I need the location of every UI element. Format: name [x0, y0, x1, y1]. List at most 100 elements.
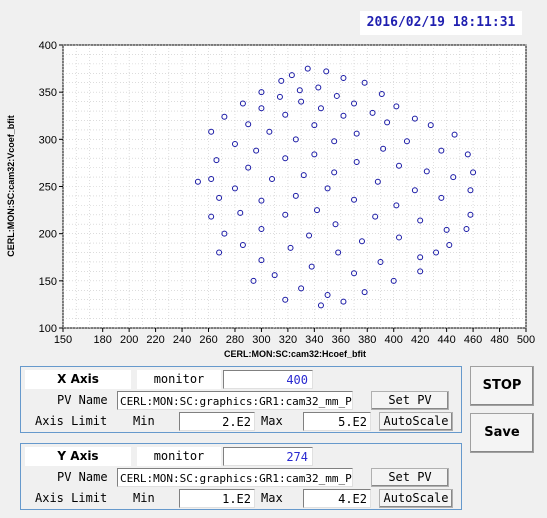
data-point: [331, 169, 338, 176]
x-tick-label: 260: [199, 334, 217, 346]
data-point: [333, 92, 340, 99]
x-tick-label: 440: [437, 334, 455, 346]
x-axis-limit-label: Axis Limit: [35, 414, 108, 428]
x-axis-ticks: 150 180 200 220 240 260 280 300 320 340 360 380 400 4…: [54, 328, 535, 346]
y-tick-label: 300: [39, 134, 57, 146]
data-point: [351, 100, 358, 107]
data-point: [324, 185, 331, 192]
x-tick-label: 360: [332, 334, 350, 346]
y-pv-name-input[interactable]: CERL:MON:SC:graphics:GR1:cam32_mm_PVPP: [117, 468, 353, 487]
data-point: [450, 174, 457, 181]
x-set-pv-button[interactable]: Set PV: [371, 391, 449, 410]
x-mode-label: monitor: [137, 370, 221, 389]
data-point: [311, 151, 318, 158]
data-point: [378, 91, 385, 98]
data-point: [423, 168, 430, 175]
data-point: [308, 263, 315, 270]
y-tick-label: 350: [39, 87, 57, 99]
data-point: [369, 109, 376, 116]
x-max-label: Max: [261, 414, 283, 428]
scatter-plot: 150 180 200 220 240 260 280 300 320 340 360 380 400 4…: [6, 40, 535, 359]
x-tick-label: 380: [358, 334, 376, 346]
data-point: [282, 111, 289, 118]
data-point: [245, 121, 252, 128]
x-autoscale-button[interactable]: AutoScale: [379, 412, 453, 431]
data-point: [282, 296, 289, 303]
x-tick-label: 420: [411, 334, 429, 346]
data-point: [258, 225, 265, 232]
data-point: [438, 194, 445, 201]
x-pv-name-input[interactable]: CERL:MON:SC:graphics:GR1:cam32_mm_PHPP: [117, 391, 353, 410]
data-point: [315, 84, 322, 91]
data-point: [332, 221, 339, 228]
data-points: [194, 65, 477, 309]
data-point: [417, 254, 424, 261]
data-point: [340, 75, 347, 82]
y-value-readout: 274: [223, 447, 313, 466]
data-point: [417, 268, 424, 275]
y-tick-label: 150: [39, 276, 57, 288]
data-point: [208, 175, 215, 182]
y-axis-label: CERL:MON:SC:cam32:Vcoef_bfit: [6, 115, 16, 257]
data-point: [216, 194, 223, 201]
data-point: [288, 72, 295, 79]
data-point: [245, 164, 252, 171]
x-tick-label: 340: [305, 334, 323, 346]
data-point: [208, 128, 215, 135]
y-set-pv-button[interactable]: Set PV: [371, 468, 449, 487]
data-point: [306, 232, 313, 239]
data-point: [396, 234, 403, 241]
data-point: [323, 68, 330, 75]
data-point: [221, 113, 228, 120]
y-axis-ticks: 100 150 200 250 300 350 400: [39, 40, 63, 335]
x-tick-label: 200: [120, 334, 138, 346]
x-tick-label: 320: [279, 334, 297, 346]
data-point: [276, 93, 283, 100]
data-point: [216, 249, 223, 256]
data-point: [258, 105, 265, 112]
data-point: [396, 162, 403, 169]
save-button[interactable]: Save: [470, 413, 534, 453]
data-point: [296, 87, 303, 94]
data-point: [317, 105, 324, 112]
y-mode-label: monitor: [137, 447, 221, 466]
data-point: [282, 155, 289, 162]
data-point: [353, 130, 360, 137]
data-point: [266, 128, 273, 135]
data-point: [304, 65, 311, 72]
x-tick-label: 150: [54, 334, 72, 346]
timestamp-display: 2016/02/19 18:11:31: [360, 11, 522, 35]
data-point: [311, 122, 318, 129]
x-min-input[interactable]: 2.E2: [179, 412, 255, 431]
data-point: [269, 175, 276, 182]
data-point: [451, 131, 458, 138]
data-point: [340, 112, 347, 119]
y-axis-limit-label: Axis Limit: [35, 491, 108, 505]
y-min-label: Min: [133, 491, 155, 505]
x-tick-label: 500: [517, 334, 535, 346]
data-point: [470, 169, 477, 176]
data-point: [253, 147, 260, 154]
data-point: [374, 178, 381, 185]
data-point: [298, 285, 305, 292]
data-point: [239, 100, 246, 107]
data-point: [403, 138, 410, 145]
data-point: [208, 213, 215, 220]
y-pv-label: PV Name: [57, 470, 108, 484]
y-min-input[interactable]: 1.E2: [179, 489, 255, 508]
x-axis-title: X Axis: [25, 370, 131, 389]
stop-button[interactable]: STOP: [470, 366, 534, 406]
data-point: [317, 302, 324, 309]
data-point: [298, 98, 305, 105]
data-point: [390, 277, 397, 284]
data-point: [377, 258, 384, 265]
data-point: [300, 172, 307, 179]
data-point: [231, 185, 238, 192]
data-point: [438, 147, 445, 154]
data-point: [372, 213, 379, 220]
y-autoscale-button[interactable]: AutoScale: [379, 489, 453, 508]
data-point: [231, 141, 238, 148]
data-point: [463, 225, 470, 232]
y-max-input[interactable]: 4.E2: [303, 489, 371, 508]
x-max-input[interactable]: 5.E2: [303, 412, 371, 431]
